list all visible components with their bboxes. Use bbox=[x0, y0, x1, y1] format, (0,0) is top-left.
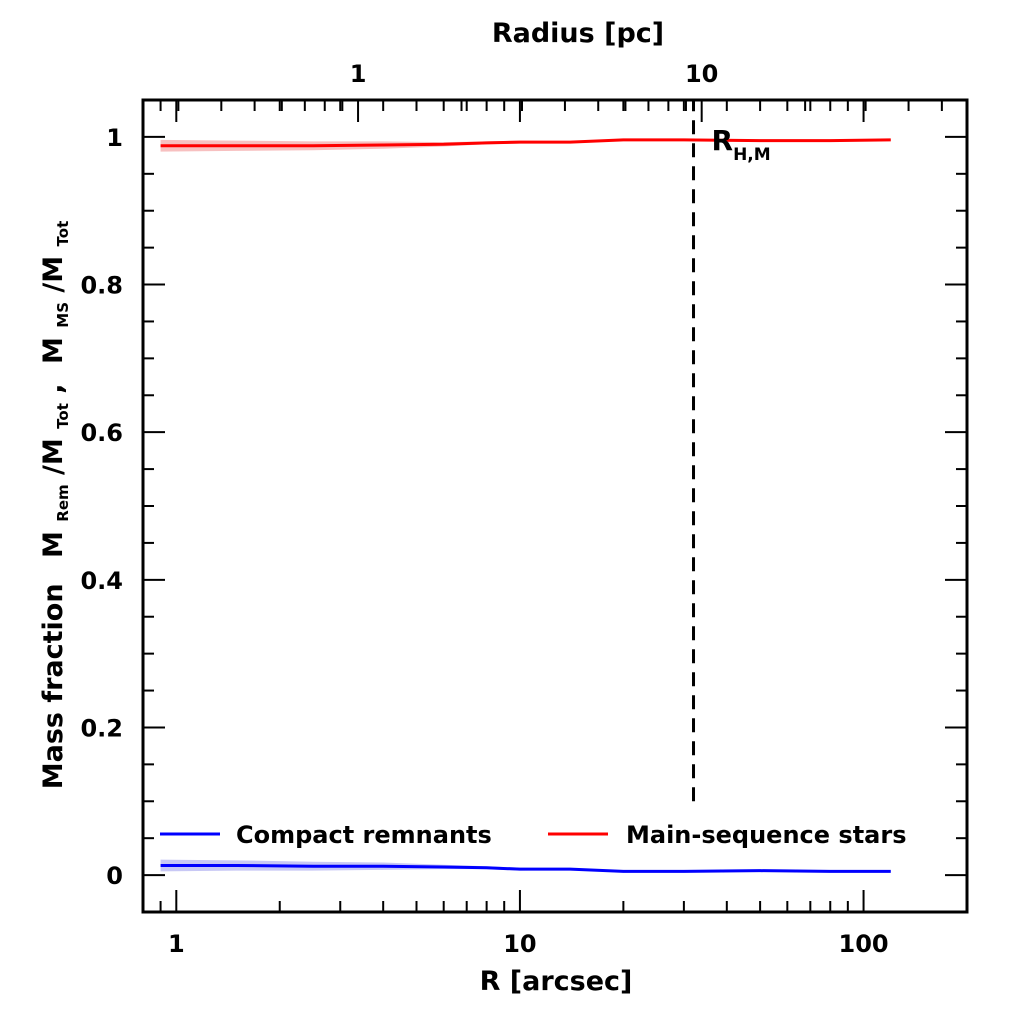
half-mass-radius-label: RH,M bbox=[712, 124, 771, 165]
top-x-tick-label: 1 bbox=[350, 60, 367, 88]
x-axis-title: R [arcsec] bbox=[480, 966, 633, 997]
y-axis-title-comma: , bbox=[38, 383, 69, 393]
top-x-tick-label: 10 bbox=[685, 60, 718, 88]
error-bands bbox=[160, 139, 891, 873]
x-tick-label: 10 bbox=[503, 930, 536, 958]
y-axis-title: Mass fraction M Rem /M Tot , M MS /M Tot bbox=[38, 221, 75, 790]
legend-label-compact-remnants: Compact remnants bbox=[236, 821, 492, 849]
annotations: RH,M bbox=[692, 100, 771, 802]
y-tick-label: 0 bbox=[106, 862, 123, 890]
y-tick-label: 0.6 bbox=[80, 419, 123, 447]
x-tick-label: 100 bbox=[839, 930, 889, 958]
y-tick-label: 0.8 bbox=[80, 272, 123, 300]
series-line bbox=[160, 138, 891, 148]
y-axis-title-m2: M bbox=[38, 337, 69, 364]
y-tick-label: 1 bbox=[106, 124, 123, 152]
legend: Compact remnants Main-sequence stars bbox=[160, 821, 906, 849]
x-tick-label: 1 bbox=[168, 930, 185, 958]
series-line bbox=[160, 863, 891, 873]
y-axis-title-div1: /M bbox=[38, 438, 69, 475]
y-axis-title-sub-rem: Rem bbox=[54, 484, 72, 521]
axis-ticks bbox=[142, 100, 968, 912]
legend-label-main-sequence-stars: Main-sequence stars bbox=[626, 821, 906, 849]
y-axis-title-prefix: Mass fraction bbox=[38, 583, 69, 789]
top-x-axis-title: Radius [pc] bbox=[492, 18, 664, 49]
y-tick-label: 0.4 bbox=[80, 567, 123, 595]
half-mass-radius-label-sub: H,M bbox=[733, 145, 771, 165]
series-lines bbox=[160, 138, 891, 873]
y-axis-title-m1: M bbox=[38, 531, 69, 558]
y-axis-title-div2: /M bbox=[38, 256, 69, 293]
y-tick-label: 0.2 bbox=[80, 714, 123, 742]
series-band bbox=[160, 139, 891, 152]
y-axis-title-sub-tot2: Tot bbox=[54, 221, 72, 247]
plot-frame bbox=[141, 98, 969, 914]
half-mass-radius-label-main: R bbox=[712, 124, 734, 157]
y-axis-title-sub-ms: MS bbox=[54, 302, 72, 328]
y-axis-title-sub-tot1: Tot bbox=[54, 403, 72, 429]
series-band bbox=[160, 859, 891, 873]
